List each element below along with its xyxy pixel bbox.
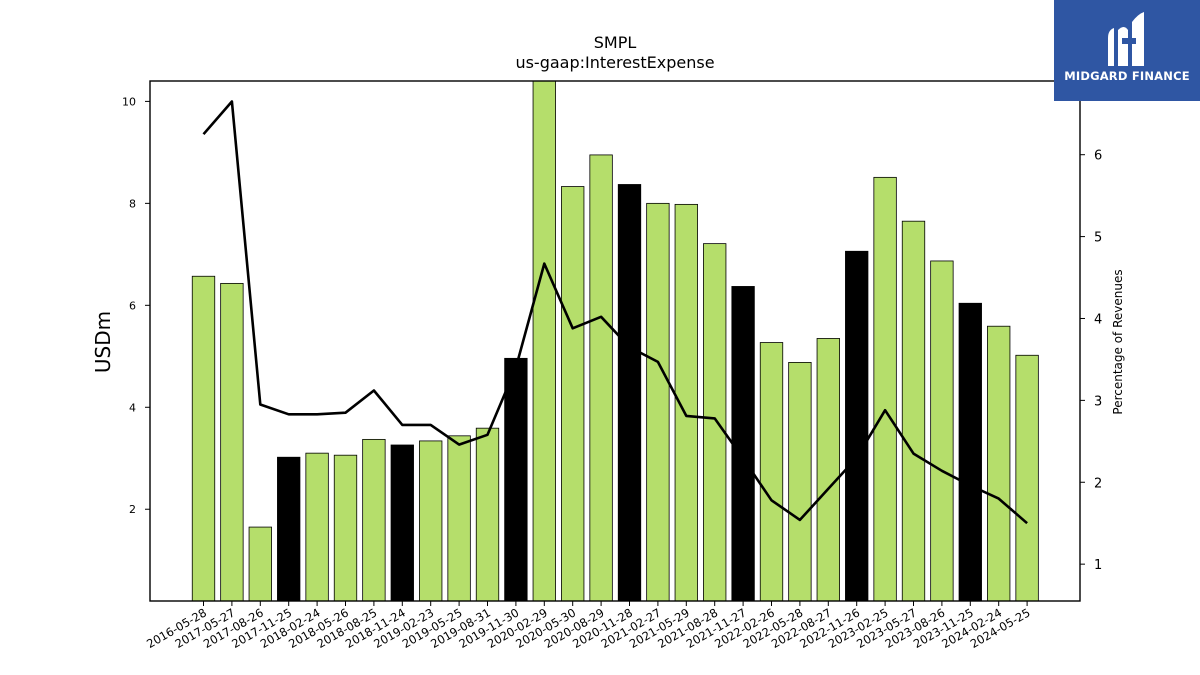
- y-tick-label: 6: [129, 299, 136, 312]
- bar: [447, 435, 471, 602]
- bar: [390, 444, 414, 602]
- left-axis: 2 4 6 8 10: [122, 95, 150, 516]
- line-path: [202, 100, 1028, 525]
- bar-series: [191, 80, 1039, 602]
- y2-tick-label: 5: [1094, 231, 1102, 246]
- bar: [532, 80, 556, 602]
- logo-mark-icon: [1108, 12, 1144, 66]
- midgard-finance-logo: MIDGARD FINANCE: [1054, 0, 1200, 101]
- bar: [419, 440, 443, 602]
- bar: [277, 456, 301, 602]
- y-tick-label: 8: [129, 197, 136, 210]
- bar: [617, 184, 642, 602]
- bar: [305, 452, 329, 602]
- line-series: [202, 100, 1028, 525]
- y-tick-label: 2: [129, 503, 136, 516]
- bar: [873, 176, 897, 602]
- bar: [987, 325, 1011, 602]
- y2-tick-label: 4: [1094, 312, 1102, 327]
- bar: [646, 202, 670, 602]
- y2-tick-label: 6: [1094, 149, 1102, 164]
- bar: [333, 454, 358, 602]
- bar: [1015, 354, 1039, 602]
- bar: [759, 342, 784, 602]
- right-axis-label: Percentage of Revenues: [1111, 269, 1125, 414]
- y2-tick-label: 3: [1094, 394, 1102, 409]
- bar: [901, 220, 926, 602]
- bar: [191, 275, 216, 602]
- bar: [930, 260, 954, 602]
- x-axis: 2016-05-282017-05-272017-08-262017-11-25…: [144, 601, 1033, 651]
- plot-frame: [149, 80, 1081, 602]
- bar: [362, 438, 386, 602]
- chart-subtitle: us-gaap:InterestExpense: [515, 53, 714, 72]
- y-tick-label: 4: [129, 401, 136, 414]
- bar: [845, 250, 869, 602]
- bar: [475, 427, 500, 602]
- bar: [248, 526, 272, 602]
- bar: [220, 282, 244, 602]
- bar: [589, 154, 613, 602]
- bar: [561, 186, 585, 602]
- bar: [703, 243, 727, 602]
- right-axis: 1 2 3 4 5 6: [1080, 149, 1102, 573]
- bar: [731, 286, 755, 602]
- bar: [504, 357, 528, 602]
- left-axis-label: USDm: [91, 311, 115, 373]
- y2-tick-label: 2: [1094, 476, 1102, 491]
- bar: [788, 362, 812, 602]
- y-tick-label: 10: [122, 95, 136, 108]
- logo-text: MIDGARD FINANCE: [1064, 69, 1190, 83]
- bar: [958, 302, 982, 602]
- chart-title: SMPL: [594, 33, 637, 52]
- y2-tick-label: 1: [1094, 558, 1102, 573]
- bar: [816, 338, 840, 602]
